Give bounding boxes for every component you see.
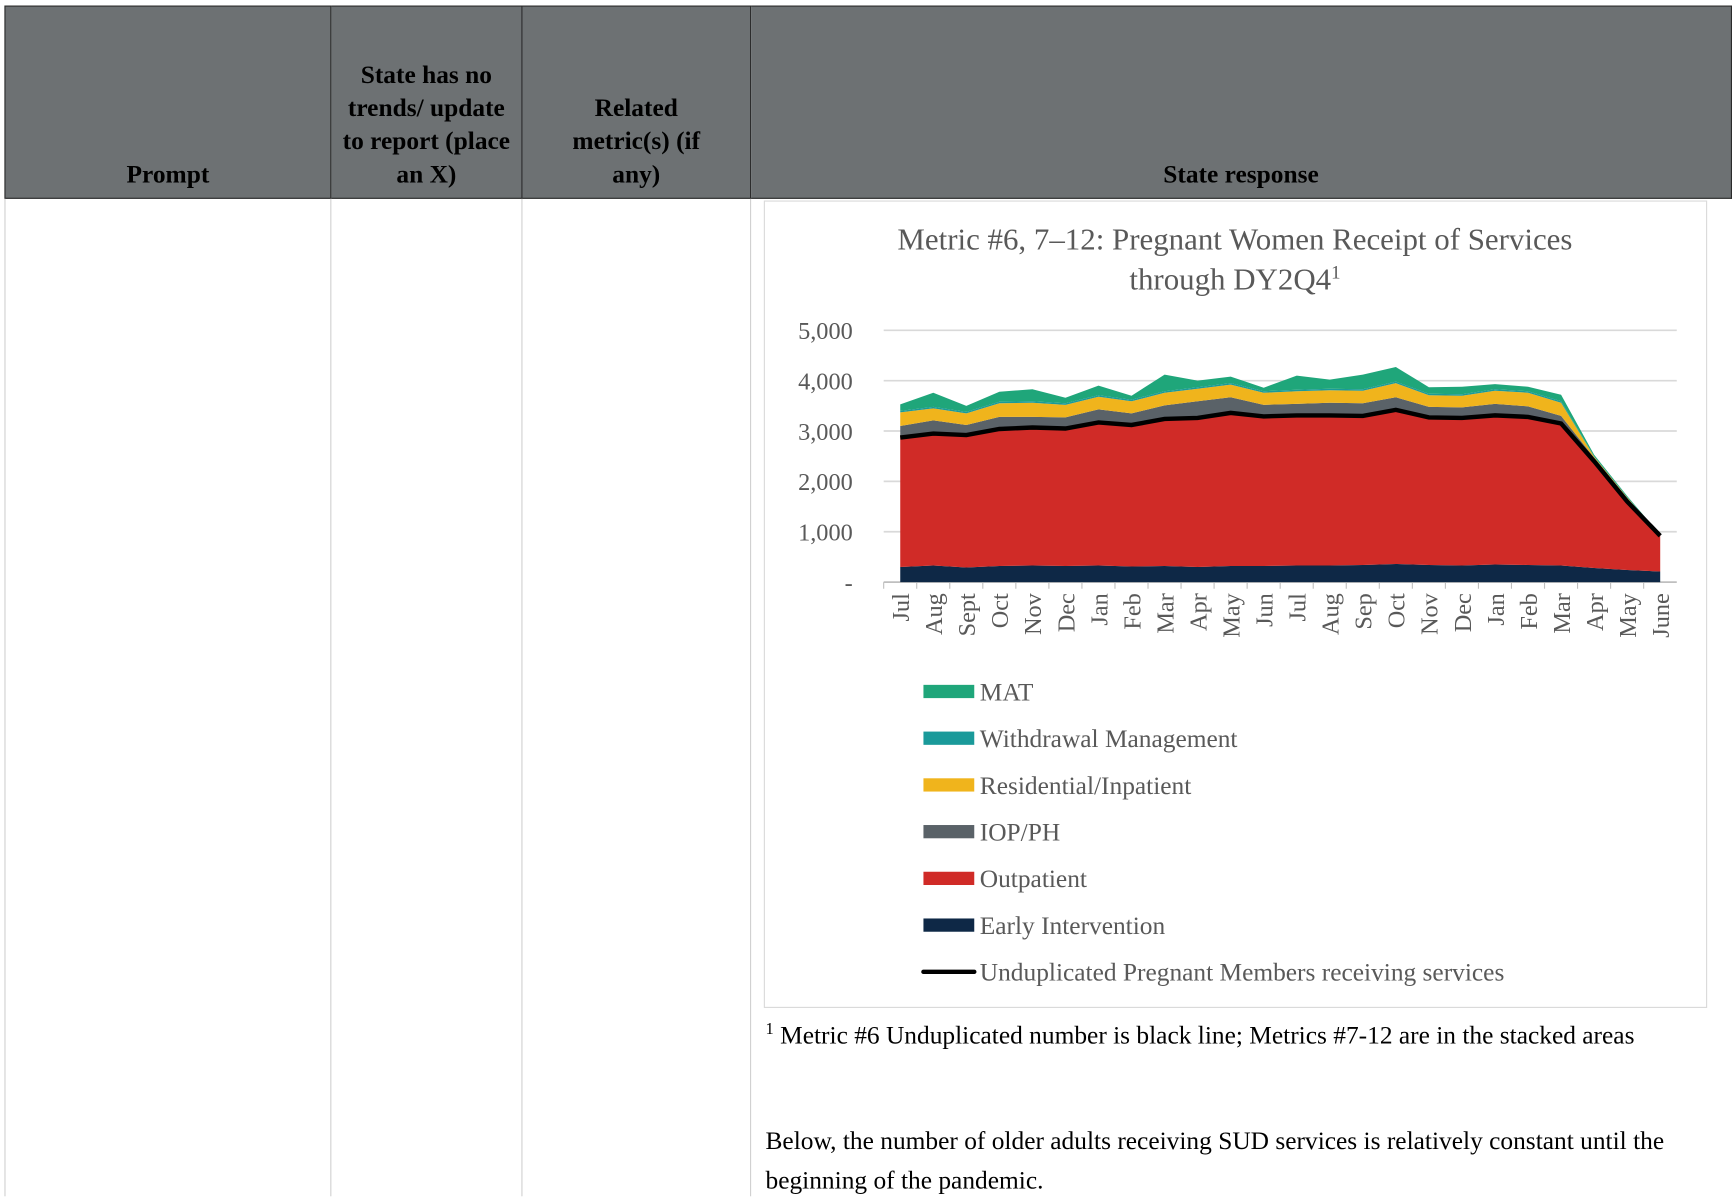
x-tick-label: Oct [987, 593, 1014, 628]
header-text: State response [1163, 160, 1319, 188]
legend-label: Unduplicated Pregnant Members receiving … [980, 959, 1505, 987]
x-tick-label: Mar [1152, 593, 1179, 633]
y-tick-label: 3,000 [798, 419, 853, 446]
table-column [331, 198, 523, 1197]
x-tick-label: May [1615, 592, 1642, 637]
table-column [4, 198, 332, 1197]
legend-swatch [923, 778, 975, 792]
x-tick-label: May [1219, 592, 1246, 637]
footnote-marker: 1 [765, 1020, 774, 1039]
title-superscript: 1 [1331, 262, 1340, 283]
header-cell: State response [751, 5, 1732, 199]
x-tick-label: June [1648, 593, 1675, 638]
y-tick-label: 5,000 [798, 318, 853, 345]
x-tick-label: Jul [888, 593, 915, 622]
x-tick-label: Feb [1516, 593, 1543, 629]
footnote-text: Metric #6 Unduplicated number is black l… [780, 1021, 1635, 1049]
x-tick-label: Jan [1086, 593, 1113, 625]
y-tick-label: 2,000 [798, 469, 853, 496]
line [899, 407, 1662, 538]
legend-swatch [923, 684, 975, 699]
x-tick-label: Apr [1582, 593, 1609, 631]
x-tick-label: Jan [1483, 593, 1510, 625]
x-tick-label: Aug [1318, 593, 1345, 635]
legend-label: Residential/Inpatient [980, 772, 1192, 800]
legend-swatch [923, 871, 975, 886]
x-tick-label: Dec [1053, 593, 1080, 632]
legend-label: Withdrawal Management [980, 725, 1238, 753]
table-column [522, 198, 752, 1197]
legend-label: MAT [980, 678, 1034, 706]
footnote: 1 Metric #6 Unduplicated number is black… [765, 1010, 1709, 1056]
chart-frame [763, 200, 1708, 1008]
paragraph-text: Below, the number of older adults receiv… [765, 1126, 1665, 1195]
x-tick-label: Mar [1549, 593, 1576, 633]
y-tick-label: 1,000 [798, 520, 853, 547]
x-tick-label: Oct [1384, 593, 1411, 628]
x-tick-label: Nov [1417, 592, 1444, 635]
header-cell: Related metric(s) (if any) [522, 5, 752, 199]
header-cell: State has no trends/ update to report (p… [331, 5, 523, 199]
x-tick-label: Jul [1285, 593, 1312, 622]
y-tick-label: 4,000 [798, 368, 853, 395]
x-tick-label: Aug [921, 593, 948, 635]
y-tick-label: - [845, 570, 853, 597]
legend-swatch [923, 731, 975, 745]
x-tick-label: Sep [1351, 593, 1378, 629]
stacked-area [900, 408, 1661, 572]
header-text: Related metric(s) (if any) [572, 93, 701, 188]
legend-swatch [923, 918, 975, 932]
legend-label: Early Intervention [980, 912, 1166, 940]
legend-label: Outpatient [980, 865, 1087, 893]
header-cell: Prompt [4, 5, 332, 199]
header-text: Prompt [126, 160, 210, 188]
legend-swatch [923, 825, 975, 839]
x-tick-label: Apr [1185, 593, 1212, 631]
paragraph: Below, the number of older adults receiv… [765, 1121, 1709, 1201]
chart-title: Metric #6, 7–12: Pregnant Women Receipt … [897, 222, 1572, 297]
x-tick-label: Jun [1252, 593, 1279, 627]
x-tick-label: Feb [1119, 593, 1146, 629]
header-text: State has no trends/ update to report (p… [342, 60, 511, 188]
stacked-area [900, 563, 1661, 583]
legend-label: IOP/PH [980, 818, 1060, 846]
x-tick-label: Dec [1450, 593, 1477, 632]
x-tick-label: Nov [1020, 592, 1047, 635]
x-tick-label: Sept [954, 593, 981, 636]
